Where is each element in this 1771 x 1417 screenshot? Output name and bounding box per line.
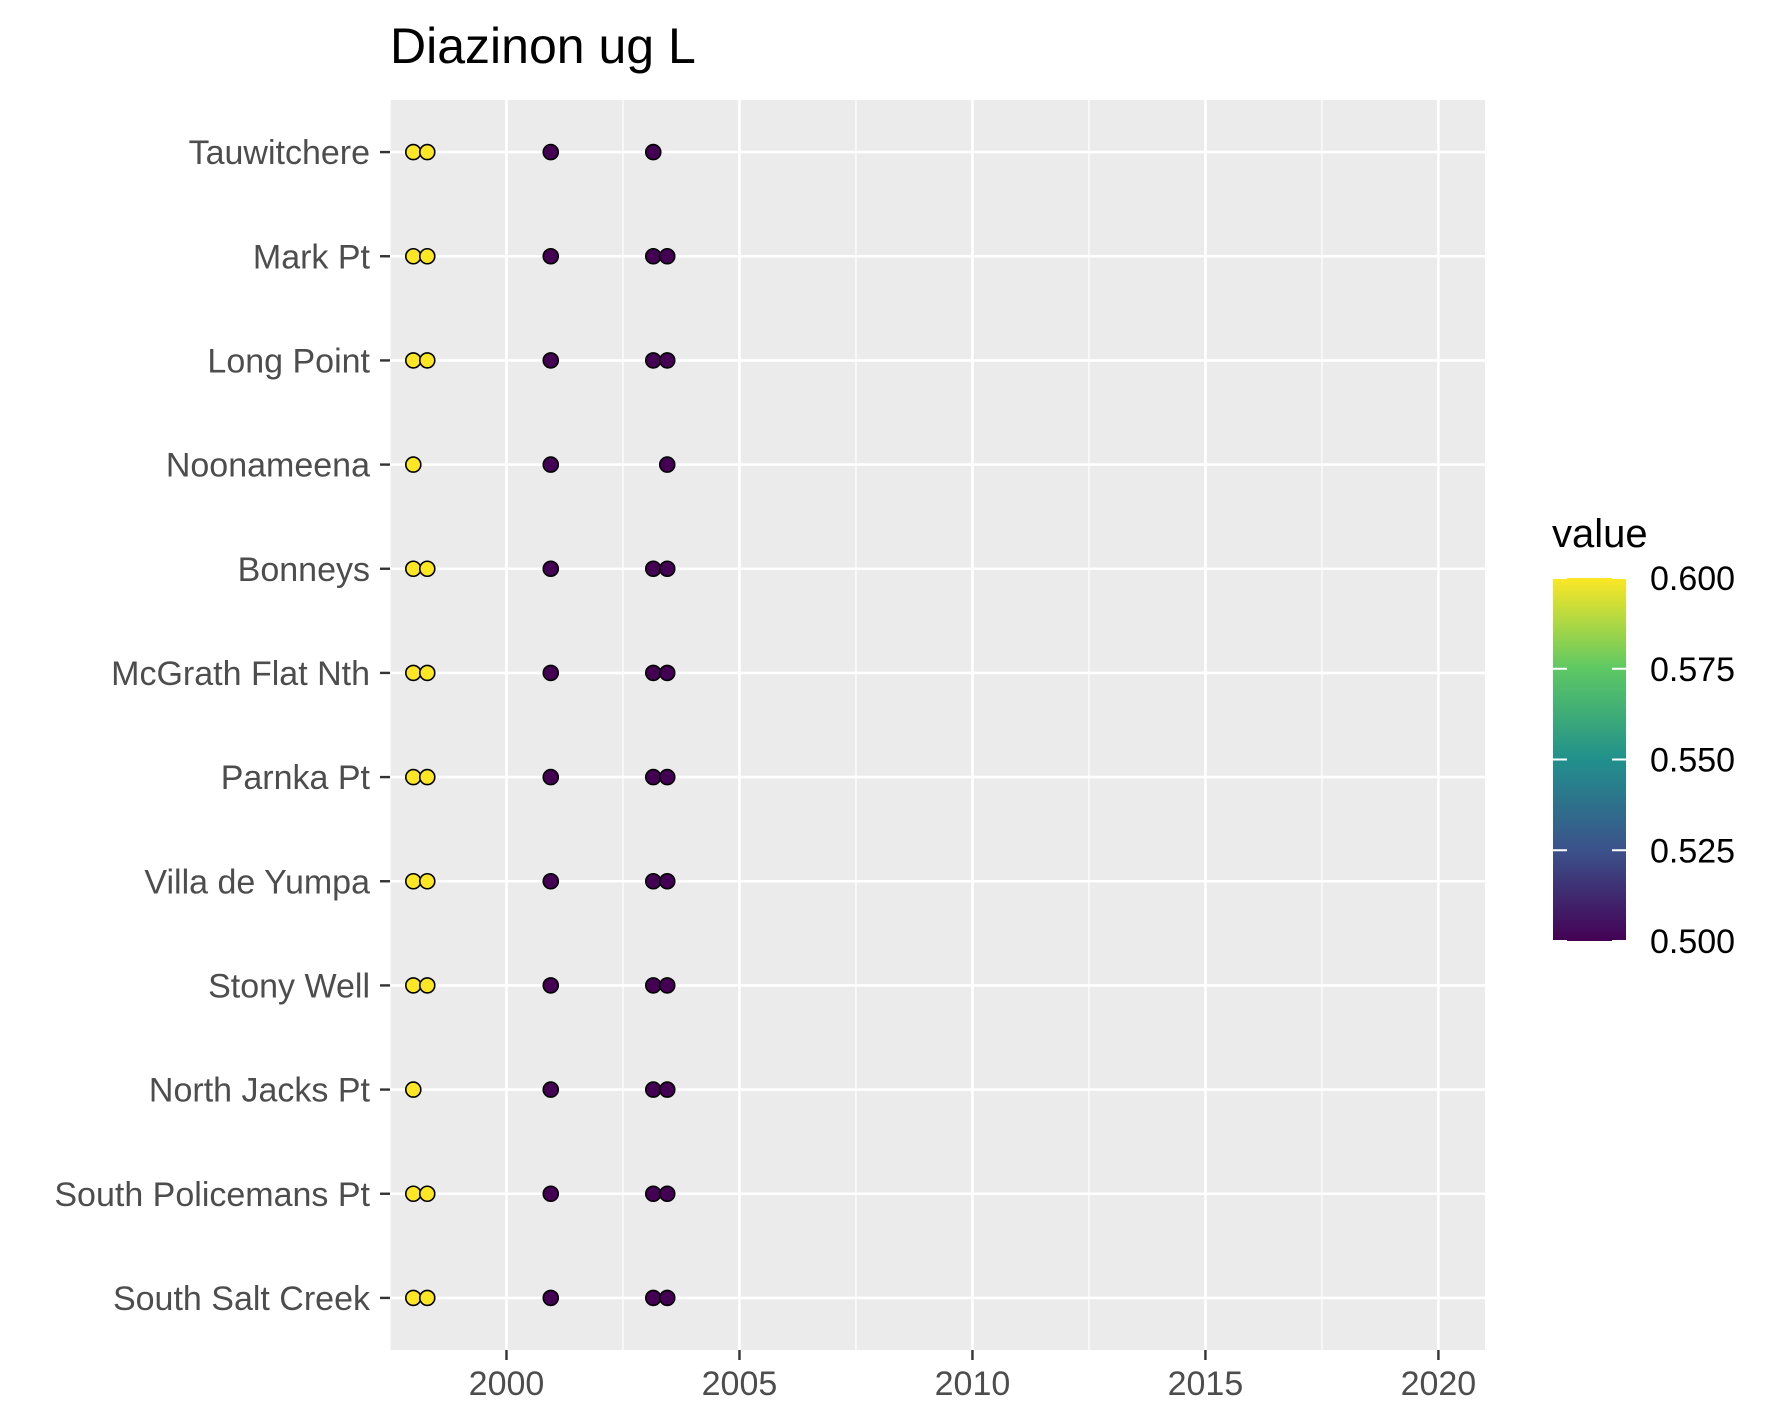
data-point bbox=[542, 560, 560, 578]
data-point bbox=[418, 560, 436, 578]
grid-minor bbox=[389, 100, 1323, 1350]
chart-title: Diazinon ug L bbox=[390, 18, 696, 74]
data-point bbox=[658, 768, 676, 786]
y-tick-label: South Policemans Pt bbox=[54, 1176, 370, 1214]
x-tick-label: 2015 bbox=[1168, 1365, 1244, 1403]
data-point bbox=[644, 560, 662, 578]
legend: value 0.600 0.575 0.550 0.525 0.500 bbox=[1552, 512, 1735, 961]
legend-label: 0.600 bbox=[1650, 560, 1735, 598]
legend-ticks: 0.600 0.575 0.550 0.525 0.500 bbox=[1553, 560, 1735, 961]
data-point bbox=[404, 768, 422, 786]
legend-label: 0.500 bbox=[1650, 923, 1735, 961]
data-points bbox=[404, 143, 676, 1307]
grid-major bbox=[390, 100, 1485, 1350]
data-point bbox=[658, 977, 676, 994]
data-point bbox=[658, 872, 676, 890]
data-point bbox=[658, 1289, 676, 1307]
data-point bbox=[418, 664, 436, 682]
data-point bbox=[542, 664, 560, 682]
x-axis: 2000 2005 2010 2015 2020 bbox=[469, 1350, 1477, 1403]
data-point bbox=[542, 1289, 560, 1307]
data-point bbox=[658, 664, 676, 682]
data-point bbox=[418, 768, 436, 786]
data-point bbox=[644, 872, 662, 890]
data-point bbox=[404, 560, 422, 578]
data-point bbox=[542, 1081, 560, 1098]
y-tick-label: McGrath Flat Nth bbox=[111, 655, 370, 693]
data-point bbox=[542, 768, 560, 786]
data-point bbox=[404, 143, 422, 161]
data-point bbox=[542, 456, 560, 473]
x-tick-label: 2005 bbox=[702, 1365, 778, 1403]
x-tick-label: 2020 bbox=[1401, 1365, 1477, 1403]
data-point bbox=[418, 247, 436, 265]
data-point bbox=[542, 352, 560, 369]
y-tick-label: North Jacks Pt bbox=[149, 1072, 371, 1110]
plot-panel bbox=[390, 100, 1485, 1350]
data-point bbox=[658, 247, 676, 265]
data-point bbox=[644, 1185, 662, 1203]
y-tick-label: Bonneys bbox=[238, 551, 370, 589]
data-point bbox=[658, 1081, 676, 1098]
y-tick-label: Tauwitchere bbox=[189, 134, 370, 172]
data-point bbox=[542, 977, 560, 994]
data-point bbox=[644, 352, 662, 369]
y-tick-label: Mark Pt bbox=[253, 238, 371, 276]
y-tick-label: Parnka Pt bbox=[221, 759, 371, 797]
data-point bbox=[404, 1289, 422, 1307]
data-point bbox=[658, 352, 676, 369]
legend-label: 0.575 bbox=[1650, 651, 1735, 689]
data-point bbox=[418, 143, 436, 161]
data-point bbox=[658, 1185, 676, 1203]
data-point bbox=[404, 664, 422, 682]
data-point bbox=[644, 247, 662, 265]
data-point bbox=[542, 872, 560, 890]
data-point bbox=[418, 1289, 436, 1307]
x-tick-label: 2010 bbox=[935, 1365, 1011, 1403]
data-point bbox=[644, 664, 662, 682]
data-point bbox=[644, 1081, 662, 1098]
data-point bbox=[644, 1289, 662, 1307]
y-axis: Tauwitchere Mark Pt Long Point Noonameena Bo… bbox=[54, 134, 390, 1318]
data-point bbox=[644, 143, 662, 161]
data-point bbox=[404, 872, 422, 890]
data-point bbox=[404, 1185, 422, 1203]
y-tick-label: Noonameena bbox=[166, 447, 370, 485]
data-point bbox=[644, 768, 662, 786]
data-point bbox=[418, 1185, 436, 1203]
legend-label: 0.550 bbox=[1650, 742, 1735, 780]
data-point bbox=[418, 352, 436, 369]
y-tick-label: Stony Well bbox=[208, 967, 370, 1005]
data-point bbox=[658, 456, 676, 473]
data-point bbox=[542, 143, 560, 161]
data-point bbox=[404, 1081, 422, 1098]
y-tick-label: South Salt Creek bbox=[113, 1280, 371, 1318]
x-tick-label: 2000 bbox=[469, 1365, 545, 1403]
legend-label: 0.525 bbox=[1650, 832, 1735, 870]
data-point bbox=[404, 352, 422, 369]
data-point bbox=[644, 977, 662, 994]
legend-title: value bbox=[1552, 512, 1648, 556]
data-point bbox=[404, 977, 422, 994]
data-point bbox=[404, 247, 422, 265]
y-tick-label: Long Point bbox=[207, 342, 370, 380]
data-point bbox=[418, 872, 436, 890]
data-point bbox=[404, 456, 422, 473]
y-tick-label: Villa de Yumpa bbox=[144, 863, 370, 901]
data-point bbox=[418, 977, 436, 994]
data-point bbox=[658, 560, 676, 578]
data-point bbox=[542, 247, 560, 265]
data-point bbox=[542, 1185, 560, 1203]
